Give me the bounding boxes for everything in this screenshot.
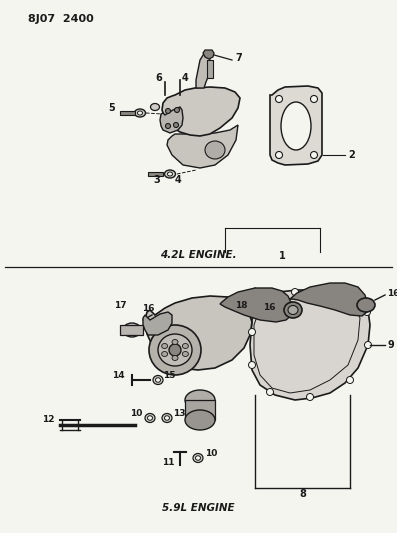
- Ellipse shape: [137, 111, 143, 115]
- Ellipse shape: [249, 328, 256, 335]
- Ellipse shape: [168, 172, 173, 176]
- Polygon shape: [160, 107, 183, 133]
- Ellipse shape: [156, 378, 160, 382]
- Ellipse shape: [288, 305, 298, 314]
- Polygon shape: [203, 50, 214, 59]
- Text: 17: 17: [114, 301, 126, 310]
- Ellipse shape: [276, 95, 283, 102]
- Ellipse shape: [357, 298, 375, 312]
- Polygon shape: [250, 290, 370, 400]
- Ellipse shape: [306, 393, 314, 400]
- Ellipse shape: [153, 376, 163, 384]
- Text: 8: 8: [300, 489, 306, 499]
- Ellipse shape: [166, 124, 170, 128]
- Ellipse shape: [175, 108, 179, 112]
- Ellipse shape: [310, 151, 318, 158]
- Text: 4: 4: [182, 73, 189, 83]
- Text: 11: 11: [162, 458, 175, 467]
- Text: 2: 2: [348, 150, 355, 160]
- Ellipse shape: [172, 340, 178, 344]
- Text: 4.2L ENGINE.: 4.2L ENGINE.: [160, 250, 236, 260]
- Ellipse shape: [291, 288, 299, 295]
- Text: 16: 16: [264, 303, 276, 312]
- Ellipse shape: [364, 309, 370, 316]
- Text: 10: 10: [130, 408, 142, 417]
- Ellipse shape: [347, 376, 353, 384]
- Ellipse shape: [339, 290, 345, 297]
- Polygon shape: [270, 86, 322, 165]
- Ellipse shape: [158, 334, 192, 366]
- Ellipse shape: [276, 151, 283, 158]
- Text: 10: 10: [205, 448, 218, 457]
- Ellipse shape: [185, 410, 215, 430]
- Ellipse shape: [193, 454, 203, 463]
- Ellipse shape: [162, 343, 168, 349]
- Text: 9: 9: [388, 340, 395, 350]
- Polygon shape: [162, 87, 240, 136]
- Text: 16: 16: [387, 288, 397, 297]
- Polygon shape: [120, 325, 143, 335]
- Ellipse shape: [169, 344, 181, 356]
- Ellipse shape: [164, 170, 175, 178]
- Ellipse shape: [310, 95, 318, 102]
- Polygon shape: [207, 60, 213, 78]
- Text: 7: 7: [235, 53, 242, 63]
- Text: 8J07  2400: 8J07 2400: [28, 14, 94, 24]
- Text: 5: 5: [108, 103, 115, 113]
- Ellipse shape: [148, 416, 152, 420]
- Polygon shape: [185, 400, 215, 420]
- Text: 4: 4: [175, 175, 181, 185]
- Text: 14: 14: [112, 370, 125, 379]
- Ellipse shape: [284, 302, 302, 318]
- Ellipse shape: [364, 342, 372, 349]
- Text: 5.9L ENGINE: 5.9L ENGINE: [162, 503, 234, 513]
- Ellipse shape: [266, 389, 274, 395]
- Text: 12: 12: [42, 416, 55, 424]
- Ellipse shape: [172, 356, 178, 360]
- Ellipse shape: [249, 361, 256, 368]
- Polygon shape: [290, 283, 368, 316]
- Ellipse shape: [162, 414, 172, 423]
- Ellipse shape: [162, 351, 168, 357]
- Text: 16: 16: [142, 304, 154, 313]
- Ellipse shape: [164, 416, 170, 420]
- Polygon shape: [143, 312, 172, 335]
- Ellipse shape: [149, 325, 201, 375]
- Ellipse shape: [182, 343, 189, 349]
- Ellipse shape: [173, 123, 179, 127]
- Text: 18: 18: [235, 301, 248, 310]
- Ellipse shape: [205, 141, 225, 159]
- Ellipse shape: [254, 302, 262, 309]
- Text: 15: 15: [163, 370, 175, 379]
- Polygon shape: [220, 288, 292, 322]
- Ellipse shape: [123, 323, 141, 337]
- Ellipse shape: [150, 103, 160, 110]
- Ellipse shape: [281, 102, 311, 150]
- Ellipse shape: [145, 414, 155, 423]
- Text: 6: 6: [155, 73, 162, 83]
- Text: 1: 1: [279, 251, 285, 261]
- Polygon shape: [167, 125, 238, 168]
- Polygon shape: [196, 52, 210, 88]
- Polygon shape: [148, 172, 163, 176]
- Ellipse shape: [135, 109, 145, 117]
- Polygon shape: [120, 111, 135, 115]
- Text: 13: 13: [173, 408, 185, 417]
- Ellipse shape: [182, 351, 189, 357]
- Ellipse shape: [195, 456, 200, 461]
- Polygon shape: [145, 296, 252, 370]
- Text: 3: 3: [154, 175, 160, 185]
- Ellipse shape: [185, 390, 215, 410]
- Ellipse shape: [166, 109, 170, 114]
